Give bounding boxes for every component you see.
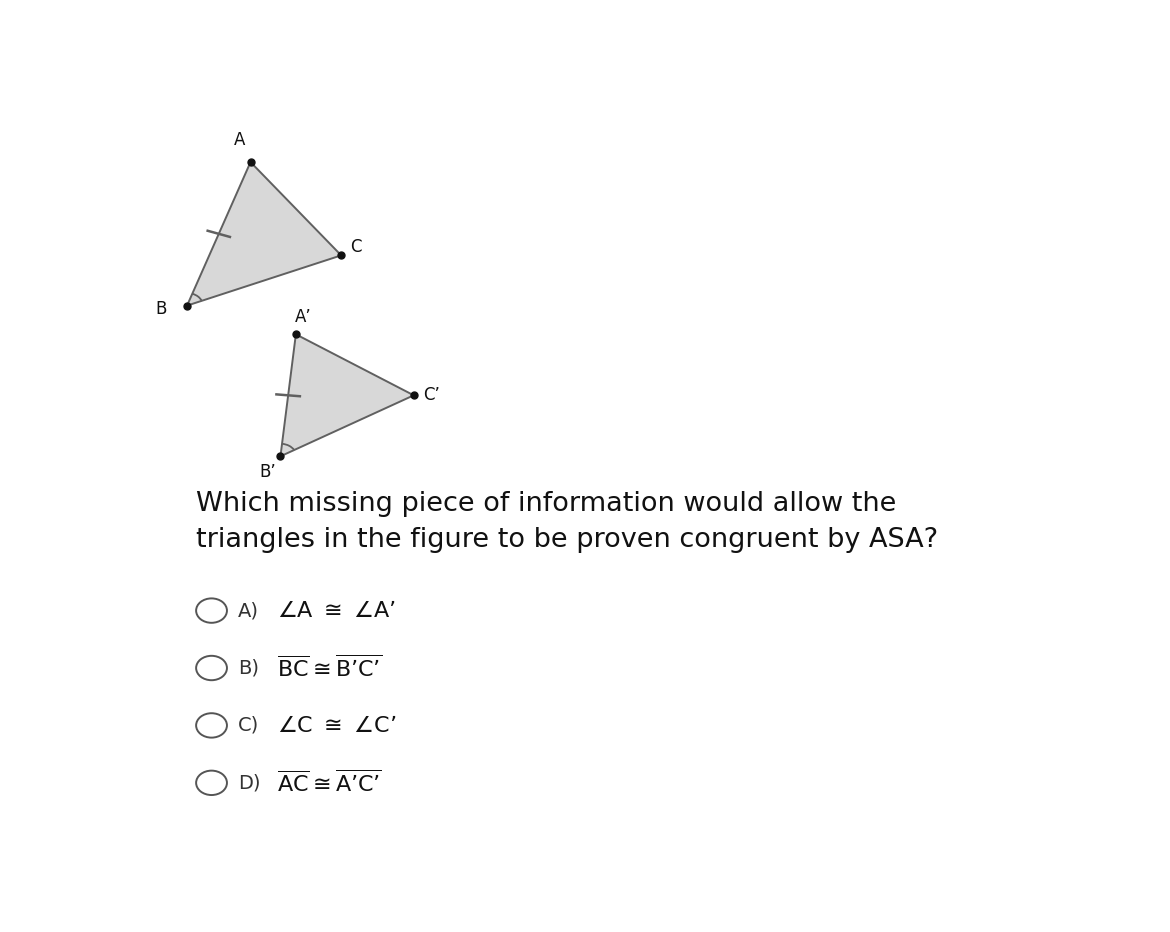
Text: $\angle$C $\cong$ $\angle$C’: $\angle$C $\cong$ $\angle$C’	[277, 715, 397, 736]
Text: A): A)	[238, 601, 259, 620]
Text: C: C	[350, 238, 362, 255]
Text: Which missing piece of information would allow the: Which missing piece of information would…	[197, 491, 896, 517]
Text: D): D)	[238, 774, 261, 792]
Text: A: A	[234, 131, 246, 149]
Text: B’: B’	[260, 463, 276, 481]
Text: B): B)	[238, 659, 259, 678]
Text: $\overline{\mathrm{AC}} \cong \overline{\mathrm{A’C’}}$: $\overline{\mathrm{AC}} \cong \overline{…	[277, 770, 381, 796]
Text: C’: C’	[422, 386, 440, 404]
Text: A’: A’	[295, 308, 311, 325]
Polygon shape	[187, 162, 342, 306]
Polygon shape	[281, 335, 414, 457]
Text: C): C)	[238, 716, 259, 735]
Text: $\angle$A $\cong$ $\angle$A’: $\angle$A $\cong$ $\angle$A’	[277, 600, 395, 621]
Text: B: B	[156, 300, 167, 318]
Text: triangles in the figure to be proven congruent by ASA?: triangles in the figure to be proven con…	[197, 528, 938, 554]
Text: $\overline{\mathrm{BC}} \cong \overline{\mathrm{B’C’}}$: $\overline{\mathrm{BC}} \cong \overline{…	[277, 655, 381, 681]
